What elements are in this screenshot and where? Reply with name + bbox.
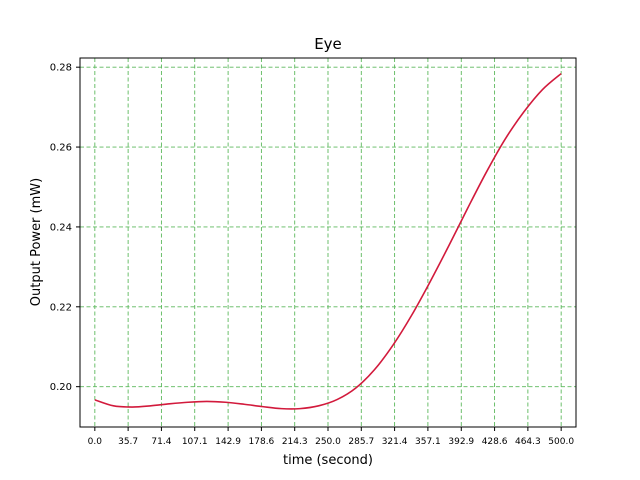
x-tick-label: 464.3 [515,437,541,447]
x-tick-label: 35.7 [118,437,138,447]
y-tick-label: 0.22 [50,302,72,313]
x-tick-label: 71.4 [151,437,171,447]
x-axis-label: time (second) [283,453,373,468]
y-tick-label: 0.26 [50,143,72,154]
x-tick-label: 428.6 [482,437,508,447]
y-tick-label: 0.24 [50,222,72,233]
x-tick-label: 285.7 [348,437,374,447]
x-tick-label: 0.0 [88,437,103,447]
chart-title: Eye [314,35,342,53]
x-tick-label: 142.9 [215,437,241,447]
series-layer [94,72,562,410]
x-tick-label: 392.9 [448,437,474,447]
grid [80,58,576,427]
x-tick-label: 107.1 [182,437,208,447]
x-tick-label: 214.3 [282,437,308,447]
x-tick-label: 250.0 [315,437,341,447]
x-tick-label: 178.6 [249,437,275,447]
series-line [94,72,562,410]
x-tick-label: 500.0 [548,437,574,447]
plot-frame [79,57,577,428]
x-tick-label: 357.1 [415,437,441,447]
y-tick-label: 0.28 [50,63,72,74]
ticks: 0.0 35.7 71.4 107.1 142.9 178.6 214.3 250.0 285.… [50,63,575,447]
y-tick-label: 0.20 [50,382,72,393]
x-tick-label: 321.4 [382,437,408,447]
y-axis-label: Output Power (mW) [29,178,44,306]
